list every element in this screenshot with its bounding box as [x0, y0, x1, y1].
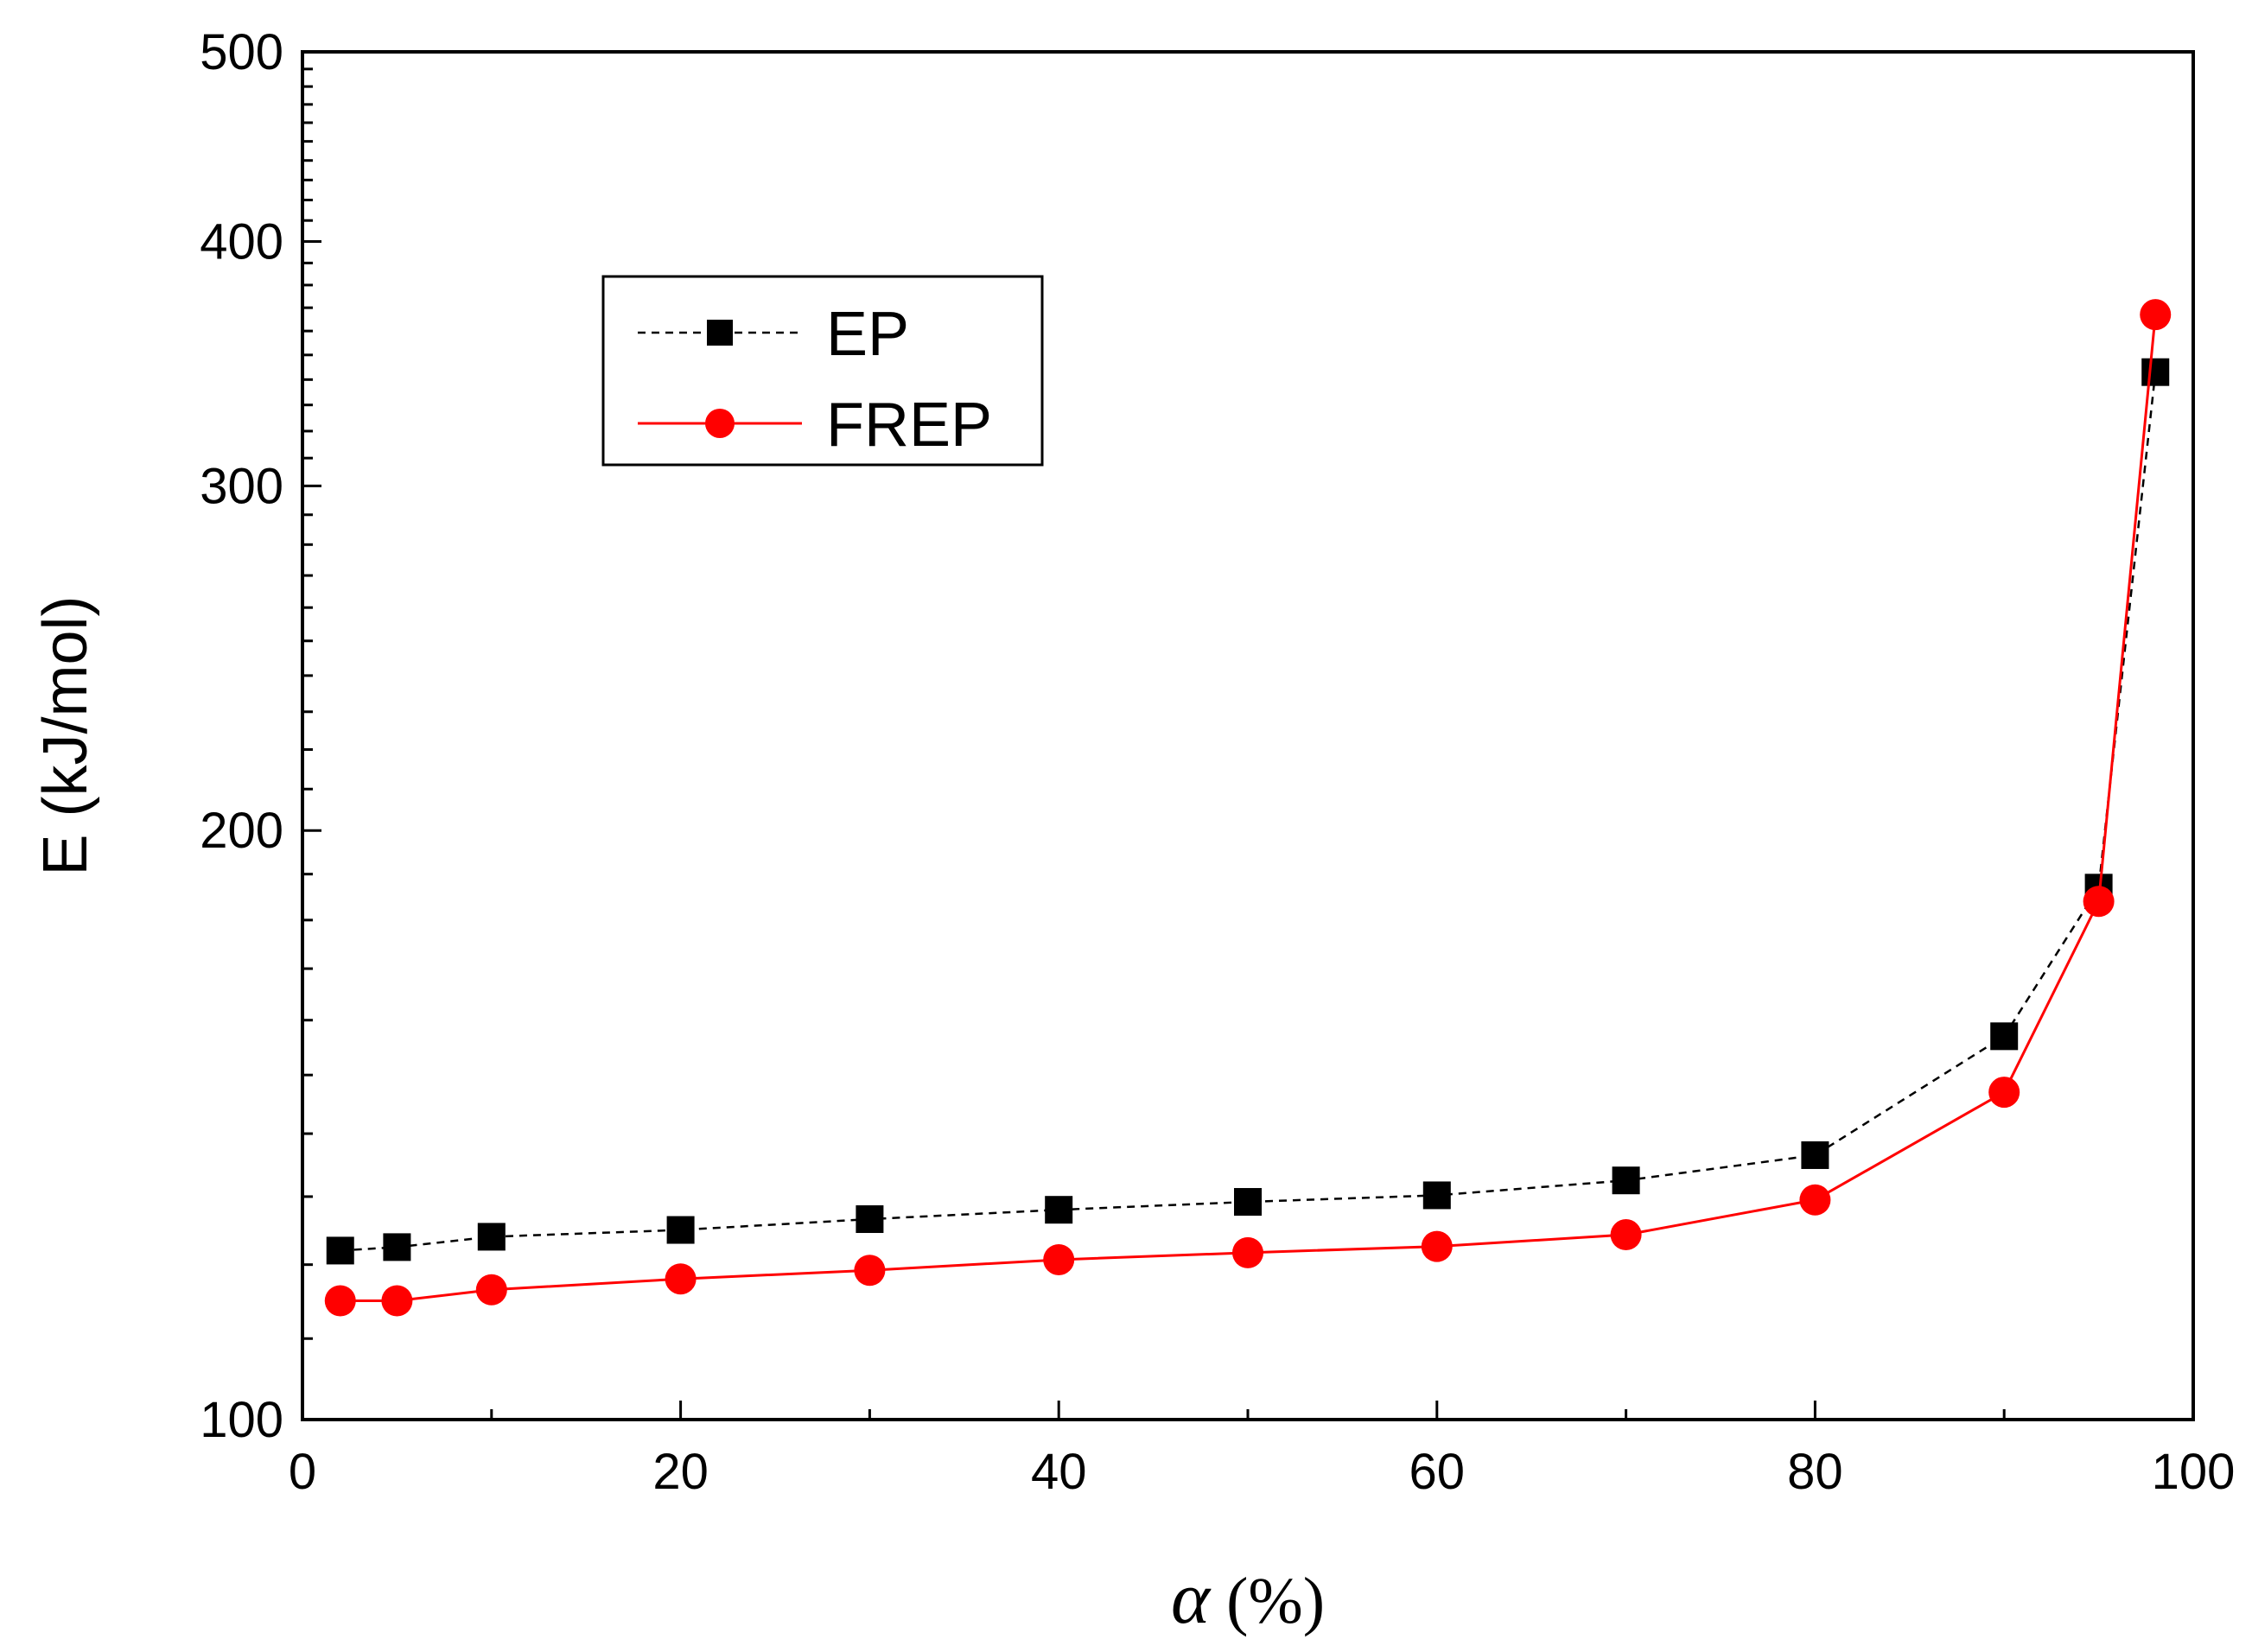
data-point-frep — [1799, 1184, 1831, 1216]
data-point-ep — [666, 1216, 695, 1244]
y-tick-label: 200 — [200, 803, 283, 859]
y-tick-label: 300 — [200, 458, 283, 514]
data-point-ep — [1801, 1141, 1829, 1169]
legend-marker-frep — [705, 409, 735, 438]
data-point-frep — [665, 1263, 697, 1295]
legend-label-frep: FREP — [826, 391, 992, 460]
data-point-ep — [1045, 1196, 1073, 1224]
y-axis-title: E (kJ/mol) — [31, 596, 100, 876]
legend-marker-ep — [707, 320, 733, 346]
y-tick-label: 400 — [200, 213, 283, 270]
x-tick-label: 80 — [1787, 1444, 1843, 1500]
x-tick-label: 60 — [1409, 1444, 1466, 1500]
data-point-frep — [1232, 1236, 1263, 1268]
legend-box — [601, 275, 1044, 467]
data-point-ep — [383, 1233, 411, 1261]
data-point-frep — [1421, 1230, 1453, 1262]
data-point-ep — [477, 1223, 506, 1251]
data-point-ep — [1612, 1166, 1640, 1195]
data-point-frep — [2083, 886, 2115, 918]
x-axis-title: α (%) — [1171, 1556, 1325, 1639]
x-axis-ticks: 0 20 40 60 80 100 — [289, 1401, 2236, 1500]
data-point-frep — [1988, 1077, 2020, 1109]
data-point-frep — [324, 1285, 356, 1317]
data-point-ep — [326, 1236, 354, 1265]
data-point-ep — [1234, 1188, 1262, 1217]
data-point-ep — [1990, 1022, 2019, 1051]
y-tick-label: 100 — [200, 1392, 283, 1448]
x-axis-title-unit: (%) — [1210, 1565, 1325, 1637]
data-point-frep — [854, 1255, 886, 1287]
data-point-frep — [381, 1285, 413, 1317]
data-point-ep — [856, 1205, 884, 1234]
legend: EP FREP — [601, 275, 1044, 467]
data-point-frep — [475, 1274, 507, 1306]
data-point-frep — [2140, 299, 2172, 331]
y-axis-ticks: 100 200 300 400 500 — [200, 24, 321, 1448]
x-tick-label: 40 — [1031, 1444, 1087, 1500]
data-series — [324, 299, 2172, 1317]
legend-items: EP FREP — [638, 300, 992, 460]
y-tick-label: 500 — [200, 24, 283, 80]
data-point-frep — [1043, 1243, 1075, 1275]
data-point-ep — [2141, 358, 2170, 386]
data-point-ep — [1422, 1181, 1451, 1210]
legend-label-ep: EP — [826, 300, 909, 369]
x-tick-label: 0 — [289, 1444, 316, 1500]
x-tick-label: 100 — [2152, 1444, 2236, 1500]
data-point-frep — [1610, 1219, 1642, 1251]
x-tick-label: 20 — [652, 1444, 709, 1500]
x-axis-title-symbol: α — [1171, 1556, 1212, 1639]
